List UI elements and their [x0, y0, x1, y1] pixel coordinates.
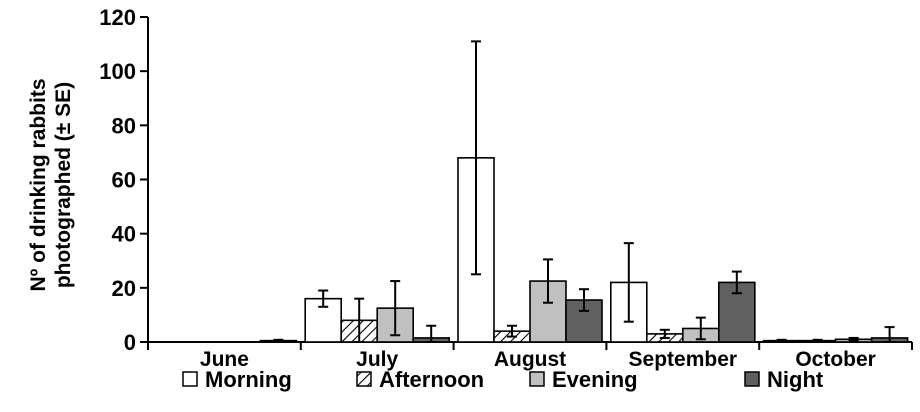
y-axis-title: Nº of drinking rabbits photographed (± S…: [27, 78, 75, 291]
x-tick-label-august: August: [494, 348, 566, 371]
y-tick-label: 120: [99, 5, 136, 30]
error-bars: [273, 40, 895, 343]
legend-swatch-afternoon: [356, 371, 372, 387]
x-tick-label-july: July: [356, 348, 398, 371]
y-tick-label: 40: [112, 222, 136, 247]
legend-swatch-evening: [529, 371, 545, 387]
x-tick-label-june: June: [200, 348, 249, 371]
legend-label-afternoon: Afternoon: [379, 367, 484, 392]
legend-swatch-morning: [182, 371, 198, 387]
legend-label-morning: Morning: [205, 367, 292, 392]
y-tick-label: 20: [112, 276, 136, 301]
bars: [259, 157, 909, 343]
y-tick-label: 60: [112, 168, 136, 193]
y-tick-label: 80: [112, 113, 136, 138]
legend: Morning Afternoon Evening Night: [182, 367, 824, 392]
y-tick-label: 0: [124, 330, 136, 355]
y-axis-title-line1: Nº of drinking rabbits: [27, 78, 50, 291]
y-axis-title-line2: photographed (± SE): [52, 82, 75, 288]
y-tick-label: 100: [99, 59, 136, 84]
legend-label-night: Night: [767, 367, 824, 392]
y-axis: 0 20 40 60 80 100 120: [99, 5, 149, 355]
legend-swatch-night: [744, 371, 760, 387]
x-tick-label-october: October: [795, 348, 876, 371]
legend-label-evening: Evening: [552, 367, 638, 392]
x-tick-label-september: September: [629, 348, 738, 371]
